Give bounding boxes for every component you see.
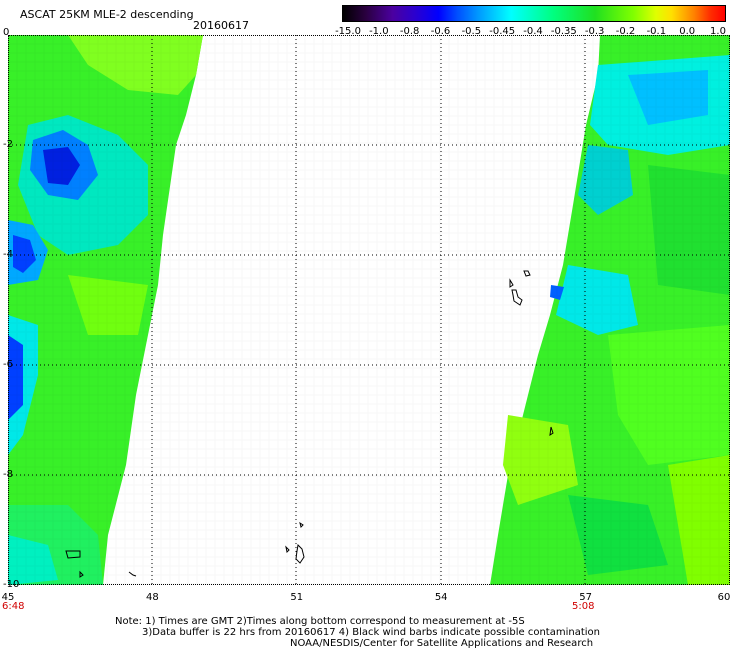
color-scale-tick-label: -1.0	[369, 26, 389, 37]
color-scale-tick-label: -0.6	[430, 26, 451, 37]
longitude-tick-label: 48	[146, 592, 159, 603]
map-date: 20160617	[193, 19, 249, 32]
note-line-1: Note: 1) Times are GMT 2)Times along bot…	[115, 616, 525, 627]
latitude-tick-label: -6	[3, 359, 13, 370]
color-scale-tick-label: -0.3	[584, 26, 605, 37]
note-line-2: 3)Data buffer is 22 hrs from 20160617 4)…	[142, 627, 600, 638]
time-left: 6:48	[2, 601, 25, 612]
color-scale-tick-label: -0.2	[615, 26, 636, 37]
note-line-3: NOAA/NESDIS/Center for Satellite Applica…	[290, 638, 594, 649]
color-scale-tick-label: -0.45	[489, 26, 516, 37]
latitude-tick-label: -8	[3, 469, 13, 480]
longitude-tick-label: 60	[717, 592, 731, 603]
color-scale-bar	[342, 5, 726, 22]
color-scale-tick-label: -0.4	[523, 26, 543, 37]
color-scale-tick-label: -0.5	[461, 26, 482, 37]
color-scale-tick-label: 1.0	[710, 26, 726, 37]
color-scale-tick-label: -0.35	[550, 26, 577, 37]
map-title: ASCAT 25KM MLE-2 descending	[20, 8, 194, 21]
color-scale-tick-label: -0.1	[646, 26, 667, 37]
color-scale-tick-label: -15.0	[335, 26, 361, 37]
time-right: 5:08	[572, 601, 595, 612]
land-outlines	[65, 270, 554, 578]
lat-lon-grid	[8, 35, 730, 585]
map-area	[8, 35, 730, 585]
wind-swath-layer	[8, 35, 730, 585]
longitude-tick-label: 45	[1, 592, 15, 603]
latitude-tick-label: 0	[3, 27, 10, 38]
color-scale-tick-label: 0.0	[679, 26, 696, 37]
color-scale-tick-label: -0.8	[399, 26, 420, 37]
latitude-tick-label: -2	[3, 139, 13, 150]
longitude-tick-label: 54	[434, 592, 448, 603]
longitude-tick-label: 57	[579, 592, 592, 603]
longitude-tick-label: 51	[290, 592, 304, 603]
latitude-tick-label: -4	[3, 249, 13, 260]
latitude-tick-label: -10	[3, 579, 20, 590]
